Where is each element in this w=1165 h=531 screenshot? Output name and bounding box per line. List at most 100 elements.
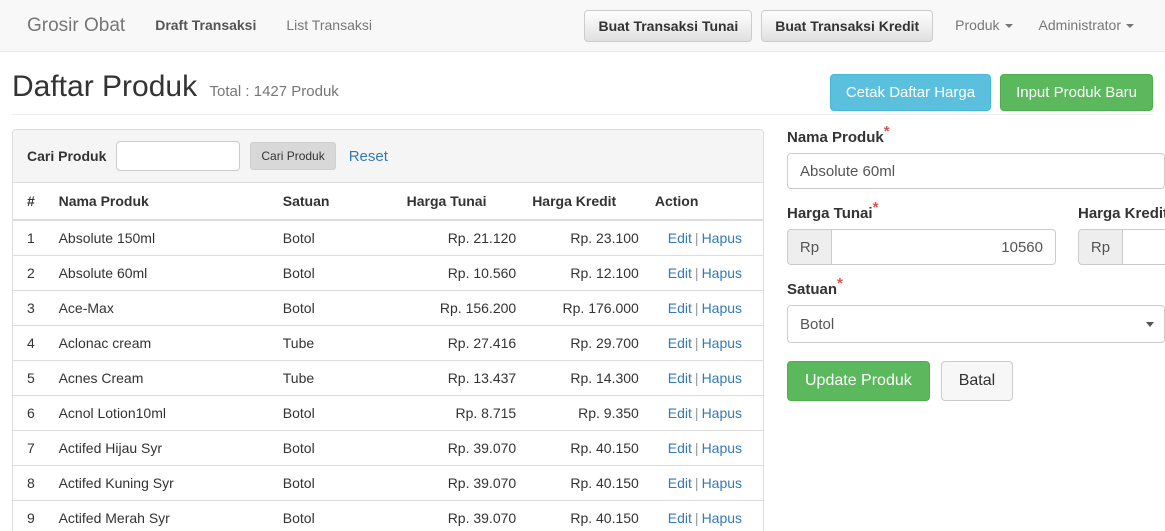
edit-link[interactable]: Edit bbox=[667, 335, 692, 351]
action-separator: | bbox=[694, 300, 699, 316]
harga-kredit-input-group: Rp bbox=[1078, 229, 1165, 265]
cell-action: Edit | Hapus bbox=[646, 395, 763, 431]
action-separator: | bbox=[694, 335, 699, 351]
cell-no: 1 bbox=[27, 230, 35, 246]
satuan-select[interactable]: BotolTubeRenteng bbox=[787, 305, 1165, 343]
cetak-daftar-harga-button[interactable]: Cetak Daftar Harga bbox=[829, 74, 992, 111]
top-navbar: Grosir Obat Draft Transaksi List Transak… bbox=[0, 0, 1165, 52]
hapus-link[interactable]: Hapus bbox=[701, 440, 743, 456]
cell-satuan: Botol bbox=[274, 255, 399, 291]
nav-dropdown-produk-label: Produk bbox=[955, 17, 1000, 33]
action-separator: | bbox=[694, 510, 699, 526]
nav-dropdown-administrator[interactable]: Administrator bbox=[1026, 0, 1147, 51]
update-produk-button[interactable]: Update Produk bbox=[787, 361, 930, 401]
harga-tunai-input-group: Rp bbox=[787, 229, 1056, 265]
buat-transaksi-tunai-button[interactable]: Buat Transaksi Tunai bbox=[584, 9, 753, 42]
harga-tunai-label: Harga Tunai* bbox=[787, 200, 1056, 222]
brand-logo[interactable]: Grosir Obat bbox=[27, 14, 126, 36]
currency-addon-rp: Rp bbox=[787, 229, 831, 265]
search-toolbar: Cari Produk Cari Produk Reset bbox=[13, 130, 763, 183]
cell-action: Edit | Hapus bbox=[646, 255, 763, 291]
cell-nama: Absolute 60ml bbox=[50, 255, 275, 291]
nav-dropdown-produk[interactable]: Produk bbox=[942, 0, 1025, 51]
hapus-link[interactable]: Hapus bbox=[701, 335, 743, 351]
hapus-link[interactable]: Hapus bbox=[701, 370, 743, 386]
harga-kredit-group: Harga Kredit Rp bbox=[1078, 205, 1165, 265]
edit-product-form: Nama Produk* Harga Tunai* Rp Harga Kredi… bbox=[787, 124, 1165, 401]
cell-harga-kredit: Rp. 14.300 bbox=[524, 360, 647, 396]
hapus-link[interactable]: Hapus bbox=[701, 475, 743, 491]
hapus-link[interactable]: Hapus bbox=[701, 230, 743, 246]
search-reset-link[interactable]: Reset bbox=[348, 147, 388, 165]
chevron-down-icon bbox=[1126, 24, 1134, 29]
cell-nama: Absolute 150ml bbox=[58, 230, 156, 246]
action-separator: | bbox=[694, 370, 699, 386]
edit-link[interactable]: Edit bbox=[667, 265, 692, 281]
batal-button[interactable]: Batal bbox=[940, 361, 1014, 401]
cell-harga-kredit: Rp. 23.100 bbox=[570, 230, 639, 246]
product-list-panel: Cari Produk Cari Produk Reset # Nama Pro… bbox=[12, 129, 764, 531]
cell-satuan: Tube bbox=[274, 325, 399, 361]
form-actions: Update Produk Batal bbox=[787, 361, 1165, 401]
nav-item-draft-transaksi[interactable]: Draft Transaksi bbox=[155, 17, 257, 33]
cell-nama: Actifed Kuning Syr bbox=[50, 465, 275, 501]
currency-addon-rp: Rp bbox=[1078, 229, 1122, 265]
chevron-down-icon bbox=[1004, 24, 1013, 29]
header-actions: Cetak Daftar Harga Input Produk Baru bbox=[829, 74, 1153, 111]
cell-no: 5 bbox=[13, 360, 51, 396]
column-header-harga-kredit: Harga Kredit bbox=[524, 183, 647, 221]
column-header-nama: Nama Produk bbox=[50, 183, 275, 221]
search-submit-button[interactable]: Cari Produk bbox=[250, 142, 336, 170]
edit-link[interactable]: Edit bbox=[667, 370, 692, 386]
main-content: Cari Produk Cari Produk Reset # Nama Pro… bbox=[0, 115, 1165, 531]
hapus-link[interactable]: Hapus bbox=[701, 510, 743, 526]
cell-nama: Aclonac cream bbox=[50, 325, 275, 361]
cell-harga-tunai: Rp. 10.560 bbox=[398, 255, 525, 291]
edit-link[interactable]: Edit bbox=[667, 475, 692, 491]
table-row: 3 Ace-Max Botol Rp. 156.200 Rp. 176.000 Edit |… bbox=[13, 290, 763, 326]
column-header-satuan: Satuan bbox=[274, 183, 399, 221]
cell-harga-kredit: Rp. 40.150 bbox=[524, 500, 647, 531]
edit-link[interactable]: Edit bbox=[667, 440, 692, 456]
harga-kredit-input[interactable] bbox=[1122, 229, 1165, 265]
edit-link[interactable]: Edit bbox=[667, 230, 692, 246]
hapus-link[interactable]: Hapus bbox=[701, 300, 743, 316]
harga-kredit-label: Harga Kredit bbox=[1078, 205, 1165, 222]
cell-no: 6 bbox=[13, 395, 51, 431]
cell-harga-tunai: Rp. 156.200 bbox=[398, 290, 525, 326]
input-produk-baru-button[interactable]: Input Produk Baru bbox=[1000, 74, 1153, 111]
nama-produk-input[interactable] bbox=[787, 153, 1165, 189]
cell-harga-tunai: Rp. 39.070 bbox=[398, 430, 525, 466]
product-table: # Nama Produk Satuan Harga Tunai Harga K… bbox=[13, 183, 763, 531]
edit-link[interactable]: Edit bbox=[667, 405, 692, 421]
buat-transaksi-kredit-button[interactable]: Buat Transaksi Kredit bbox=[761, 9, 934, 42]
table-header-row: # Nama Produk Satuan Harga Tunai Harga K… bbox=[13, 183, 763, 221]
nav-dropdown-administrator-label: Administrator bbox=[1038, 17, 1121, 33]
edit-link[interactable]: Edit bbox=[667, 510, 692, 526]
edit-link[interactable]: Edit bbox=[667, 300, 692, 316]
page-header: Daftar Produk Total : 1427 Produk Cetak … bbox=[12, 52, 1153, 115]
table-row: 1 Absolute 150ml Botol Rp. 21.120 Rp. 23.100… bbox=[13, 220, 763, 256]
cell-no: 7 bbox=[13, 430, 51, 466]
search-input[interactable] bbox=[116, 141, 241, 171]
page-title: Daftar Produk bbox=[12, 70, 198, 103]
action-separator: | bbox=[694, 440, 699, 456]
cell-action: Edit | Hapus bbox=[646, 465, 763, 501]
cell-action: Edit | Hapus bbox=[647, 220, 763, 256]
harga-kredit-label-text: Harga Kredit bbox=[1078, 205, 1165, 222]
cell-harga-kredit: Rp. 40.150 bbox=[524, 465, 647, 501]
page-subtitle-total: Total : 1427 Produk bbox=[209, 83, 339, 100]
hapus-link[interactable]: Hapus bbox=[701, 265, 743, 281]
cell-satuan: Tube bbox=[274, 360, 399, 396]
action-separator: | bbox=[694, 265, 699, 281]
cell-nama: Ace-Max bbox=[50, 290, 275, 326]
action-separator: | bbox=[694, 405, 699, 421]
cell-harga-tunai: Rp. 8.715 bbox=[398, 395, 525, 431]
harga-tunai-input[interactable] bbox=[831, 229, 1056, 265]
nav-right-group: Buat Transaksi Tunai Buat Transaksi Kred… bbox=[584, 0, 1147, 51]
product-list-column: Cari Produk Cari Produk Reset # Nama Pro… bbox=[12, 129, 764, 531]
nav-item-list-transaksi[interactable]: List Transaksi bbox=[286, 17, 372, 33]
hapus-link[interactable]: Hapus bbox=[701, 405, 743, 421]
cell-harga-tunai: Rp. 39.070 bbox=[398, 465, 525, 501]
column-header-no: # bbox=[13, 183, 51, 221]
